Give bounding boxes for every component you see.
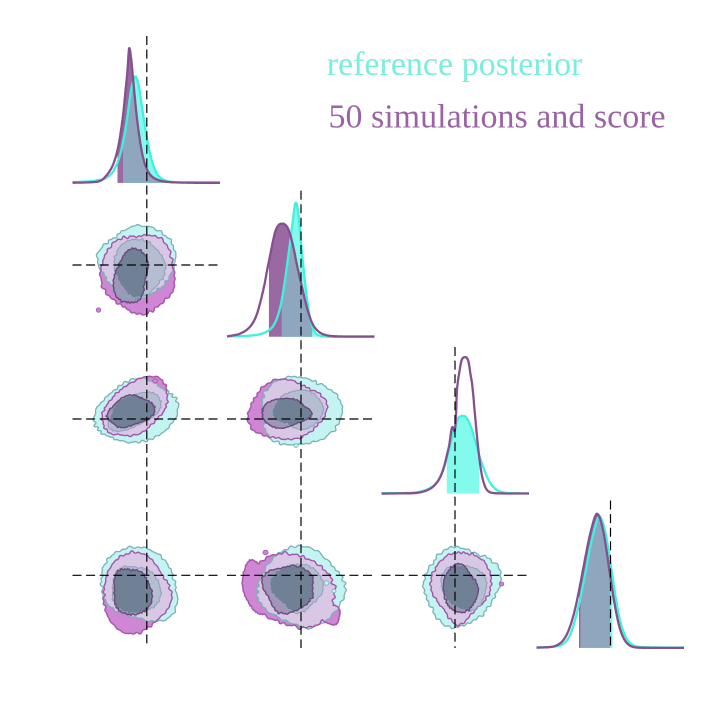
svg-text:50 simulations and score: 50 simulations and score: [329, 98, 666, 135]
svg-text:reference posterior: reference posterior: [327, 46, 583, 83]
